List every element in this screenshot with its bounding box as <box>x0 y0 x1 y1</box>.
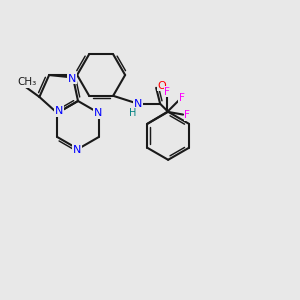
Text: H: H <box>130 108 137 118</box>
Text: N: N <box>73 145 81 155</box>
Text: F: F <box>184 110 190 120</box>
Text: O: O <box>158 81 167 91</box>
Text: N: N <box>94 108 102 118</box>
Text: N: N <box>55 106 63 116</box>
Text: F: F <box>164 87 170 97</box>
Text: N: N <box>134 99 142 109</box>
Text: CH₃: CH₃ <box>17 77 36 87</box>
Text: F: F <box>178 93 184 103</box>
Text: N: N <box>68 74 76 83</box>
